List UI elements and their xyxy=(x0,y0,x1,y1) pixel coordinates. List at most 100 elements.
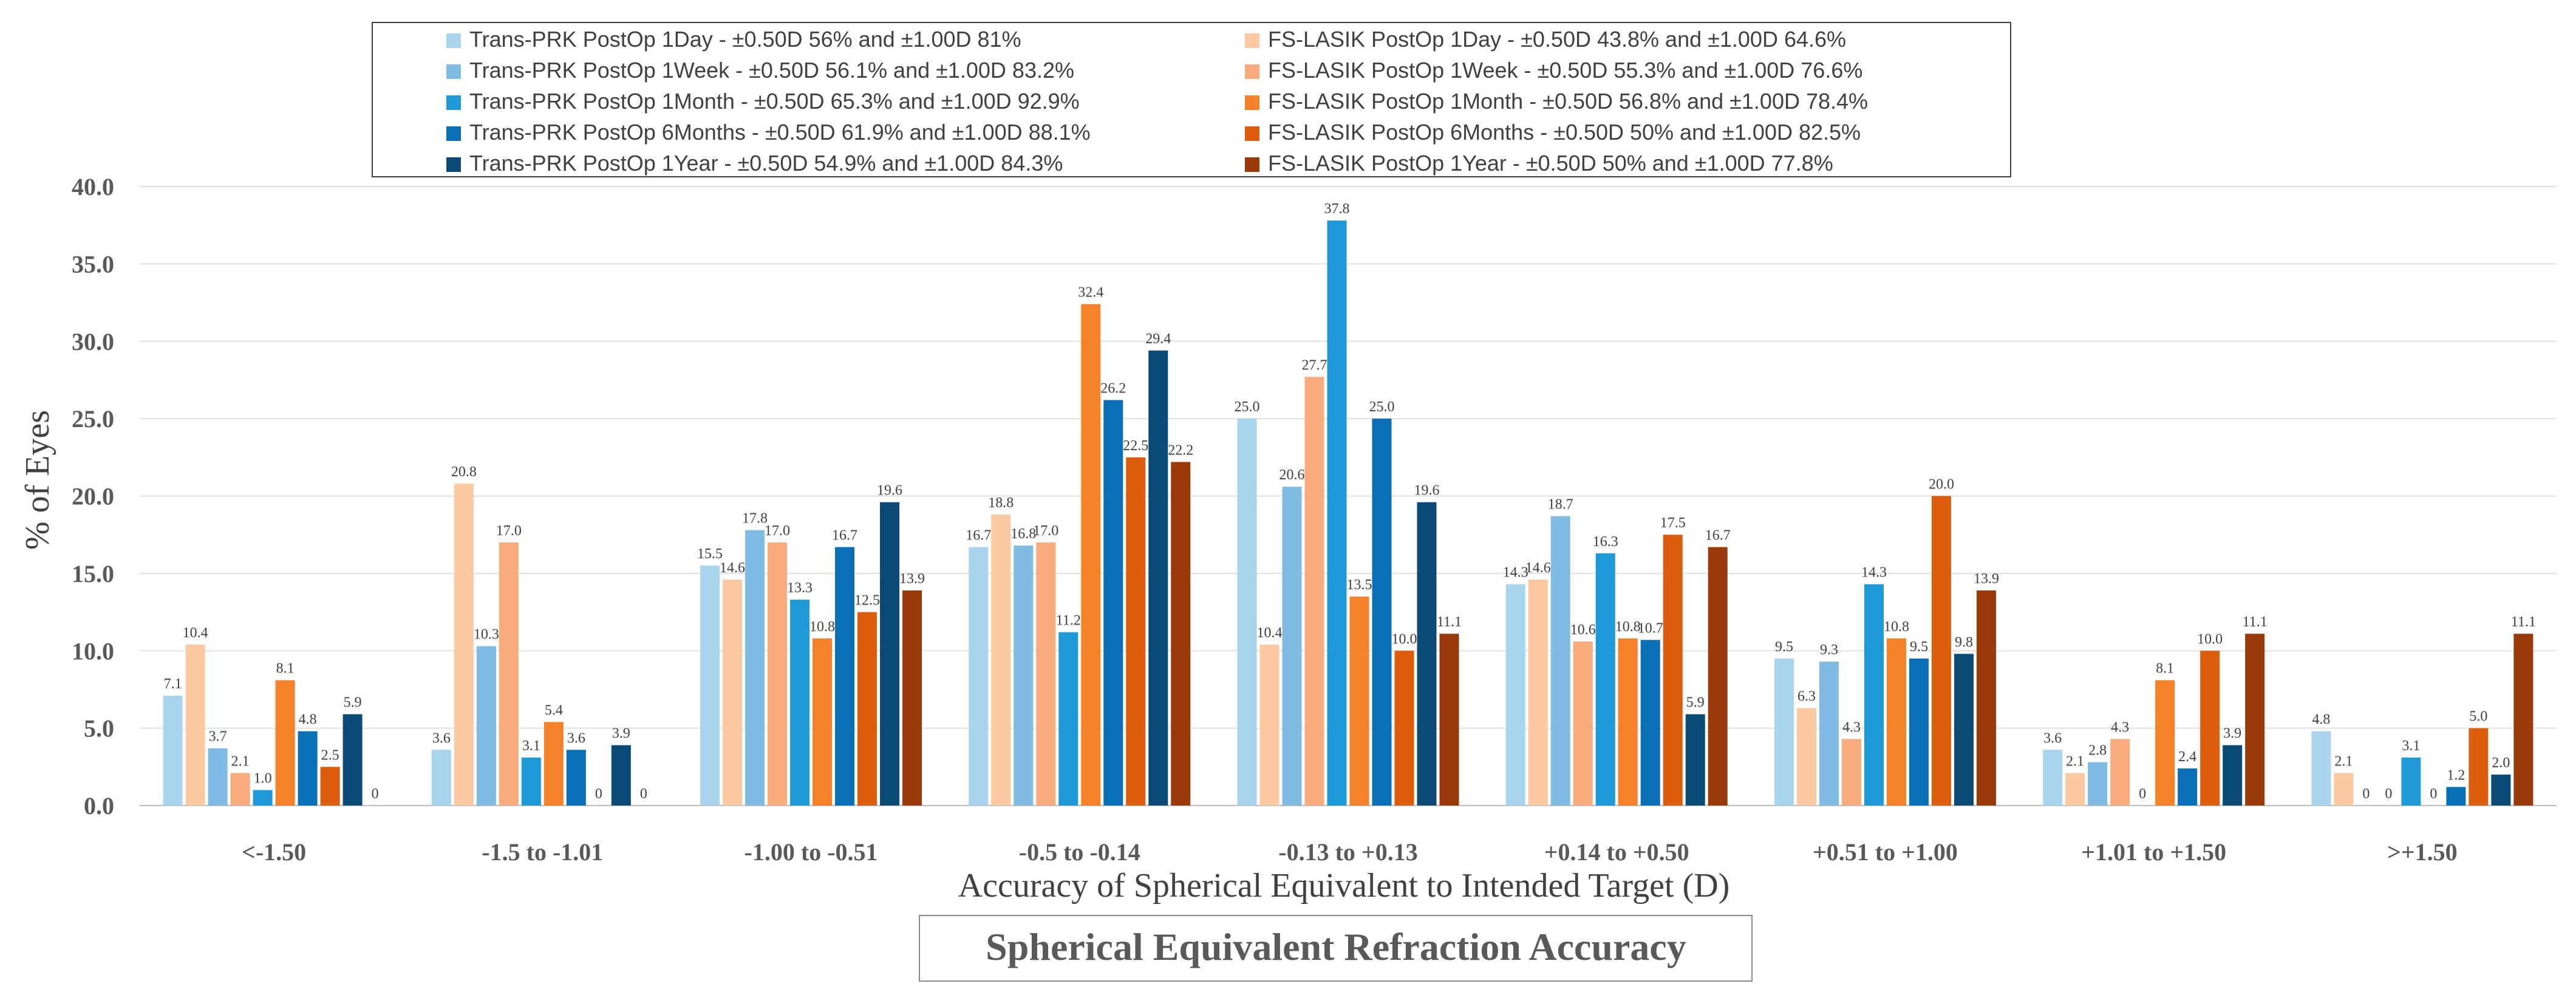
bar xyxy=(1349,597,1369,806)
data-label: 26.2 xyxy=(1100,381,1126,397)
data-label: 14.6 xyxy=(1525,560,1551,576)
bar xyxy=(1081,304,1101,806)
legend-swatch xyxy=(1245,126,1259,141)
data-label: 18.7 xyxy=(1548,497,1573,513)
bar xyxy=(1774,658,1794,806)
y-tick-label: 30.0 xyxy=(72,328,114,355)
data-label: 16.7 xyxy=(832,528,857,544)
bar xyxy=(2334,773,2354,806)
data-label: 0 xyxy=(372,786,379,802)
bar xyxy=(1126,457,1146,806)
data-label: 13.9 xyxy=(1974,571,1999,587)
bar xyxy=(857,612,877,806)
data-label: 22.2 xyxy=(1168,442,1193,458)
y-tick-label: 25.0 xyxy=(72,405,114,433)
legend-label: Trans-PRK PostOp 1Month - ±0.50D 65.3% a… xyxy=(469,89,1080,114)
bar xyxy=(1573,641,1593,806)
bar xyxy=(768,542,788,806)
data-label: 17.0 xyxy=(1033,523,1058,539)
bar xyxy=(1327,221,1347,806)
data-label: 11.2 xyxy=(1056,613,1081,629)
data-label: 8.1 xyxy=(2156,661,2174,677)
bar xyxy=(790,600,810,806)
data-label: 5.0 xyxy=(2469,709,2487,725)
y-tick-label: 40.0 xyxy=(72,173,114,200)
data-label: 19.6 xyxy=(877,483,902,499)
bar xyxy=(1618,638,1638,806)
data-label: 2.8 xyxy=(2088,743,2107,759)
bar xyxy=(813,638,833,806)
data-label: 2.4 xyxy=(2178,749,2196,765)
bar xyxy=(499,542,519,806)
bar xyxy=(1528,580,1548,806)
x-tick-label: -0.13 to +0.13 xyxy=(1278,838,1417,866)
data-label: 3.9 xyxy=(612,726,630,742)
bar xyxy=(1237,419,1257,806)
data-label: 10.3 xyxy=(474,627,499,643)
x-tick-label: +0.14 to +0.50 xyxy=(1544,838,1689,866)
data-label: 17.0 xyxy=(496,523,522,539)
data-label: 1.0 xyxy=(254,771,272,787)
data-label: 9.8 xyxy=(1955,634,1973,650)
bar xyxy=(1931,496,1951,806)
title-box xyxy=(919,915,1753,982)
legend-swatch xyxy=(1245,33,1259,48)
bar xyxy=(1796,708,1816,806)
data-label: 0 xyxy=(595,786,602,802)
gridlines xyxy=(140,186,2557,806)
data-label: 29.4 xyxy=(1145,331,1171,347)
bar xyxy=(431,750,451,806)
data-label: 2.1 xyxy=(2066,754,2084,770)
bar xyxy=(1014,546,1034,806)
data-label: 3.7 xyxy=(209,729,227,745)
data-label: 12.5 xyxy=(854,593,880,609)
bar xyxy=(1954,654,1974,806)
bar xyxy=(1304,377,1324,806)
bar xyxy=(2491,775,2511,806)
y-tick-label: 35.0 xyxy=(72,250,114,278)
data-label: 16.7 xyxy=(966,528,991,544)
bar xyxy=(2513,634,2533,806)
legend-label: Trans-PRK PostOp 1Year - ±0.50D 54.9% an… xyxy=(469,151,1063,176)
data-label: 10.8 xyxy=(1615,619,1641,635)
data-label: 10.0 xyxy=(1392,631,1417,647)
bar xyxy=(454,484,474,806)
bar xyxy=(1171,462,1191,806)
data-label: 17.8 xyxy=(742,511,768,527)
y-tick-label: 0.0 xyxy=(84,792,114,820)
data-label: 0 xyxy=(2430,786,2437,802)
bar xyxy=(2110,739,2130,806)
legend: Trans-PRK PostOp 1Day - ±0.50D 56% and ±… xyxy=(446,27,1868,176)
data-label: 5.9 xyxy=(1686,695,1705,711)
bar xyxy=(1058,632,1078,806)
data-label: 16.7 xyxy=(1705,528,1731,544)
bar xyxy=(902,590,922,806)
bar xyxy=(2088,762,2108,806)
x-tick-label: +0.51 to +1.00 xyxy=(1813,838,1958,866)
data-label: 25.0 xyxy=(1235,399,1260,415)
data-label: 3.6 xyxy=(567,730,585,746)
data-label: 5.9 xyxy=(344,695,362,711)
y-tick-label: 15.0 xyxy=(72,560,114,587)
legend-label: FS-LASIK PostOp 1Week - ±0.50D 55.3% and… xyxy=(1268,58,1862,83)
bar xyxy=(521,758,541,806)
bar xyxy=(163,696,183,806)
data-label: 16.3 xyxy=(1593,534,1618,550)
data-label: 10.4 xyxy=(183,625,208,641)
bar xyxy=(1439,634,1459,806)
x-tick-label: >+1.50 xyxy=(2387,838,2458,866)
data-label: 4.8 xyxy=(299,712,317,728)
data-label: 10.8 xyxy=(1884,619,1909,635)
y-axis-label: % of Eyes xyxy=(19,410,56,550)
bar xyxy=(1036,542,1056,806)
bar xyxy=(2178,768,2198,806)
bar xyxy=(1640,640,1660,806)
bar xyxy=(1595,553,1615,806)
bar xyxy=(723,580,743,806)
data-label: 14.3 xyxy=(1861,565,1887,581)
data-label: 8.1 xyxy=(276,661,295,677)
y-axis-ticks: 0.0 5.0 10.0 15.0 20.0 25.0 30.0 35.0 40.0 xyxy=(72,173,114,820)
bar xyxy=(1708,547,1728,806)
bar xyxy=(1394,651,1414,806)
